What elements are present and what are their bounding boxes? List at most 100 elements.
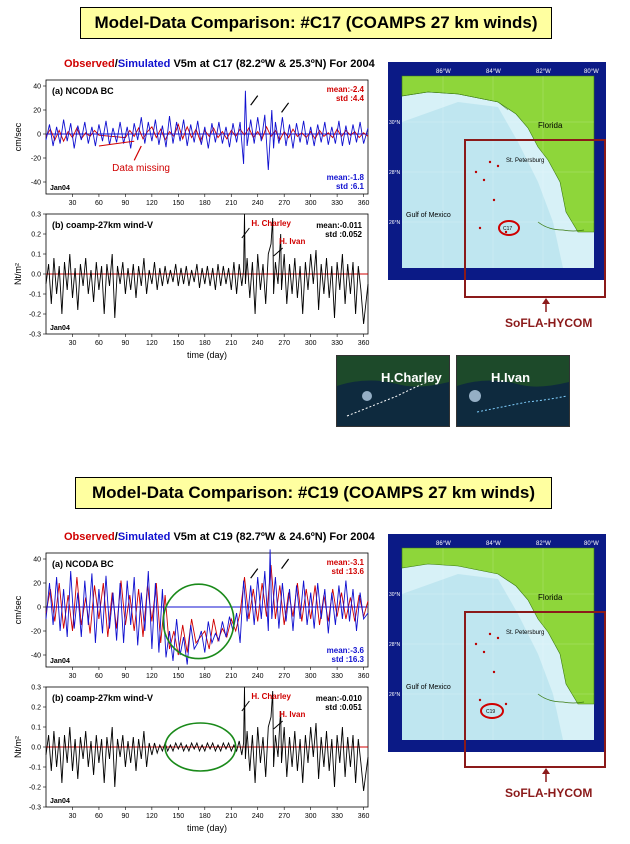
map-lat-30: 30°N (389, 592, 401, 598)
x-tick-label: 360 (358, 200, 370, 206)
panel-label: (a) NCODA BC (52, 86, 114, 96)
header-station-info: V5m at C17 (82.2ºW & 25.3ºN) For 2004 (173, 58, 375, 70)
x-tick-label: 360 (358, 813, 370, 820)
station-highlight-circle (498, 220, 520, 236)
x-axis-label: time (day) (187, 350, 227, 360)
annotation-charley: H. Charley (251, 219, 291, 228)
y-tick-label: 0.2 (31, 232, 41, 239)
data-missing-line (98, 140, 135, 147)
x-tick-label: 30 (69, 673, 77, 679)
x-tick-label: 330 (331, 673, 343, 679)
map-lon-82: 82°W (536, 541, 551, 547)
y-axis-label: cm/sec (13, 122, 23, 151)
x-tick-label: 270 (278, 200, 290, 206)
plot-frame (45, 552, 369, 668)
map-lat-30: 30°N (389, 120, 401, 126)
c17-hycom-label: SoFLA-HYCOM (505, 316, 593, 330)
stat-obs-std: std :4.4 (336, 94, 365, 103)
stat-mean: mean:-0.010 (316, 694, 363, 703)
map-lat-28: 28°N (389, 170, 401, 176)
stat-std: std :0.051 (325, 703, 362, 712)
y-tick-label: 40 (33, 557, 41, 564)
stat-std: std :0.052 (325, 230, 362, 239)
x-tick-label: 150 (172, 673, 184, 679)
x-tick-label: 60 (95, 200, 103, 206)
y-tick-label: -0.2 (29, 785, 41, 792)
x-tick-label: 150 (172, 813, 184, 820)
stat-obs-std: std :13.6 (332, 567, 365, 576)
y-tick-label: 0 (37, 132, 41, 139)
green-highlight-ellipse (164, 722, 237, 772)
x-tick-label: 300 (305, 813, 317, 820)
stat-sim-std: std :16.3 (332, 655, 365, 664)
x-tick-label: 360 (358, 673, 370, 679)
stat-sim-mean: mean:-3.6 (327, 646, 365, 655)
x-tick-label: 30 (69, 200, 77, 206)
arrow-ivan (273, 247, 283, 257)
x-tick-label: 240 (252, 200, 264, 206)
x-tick-label: 90 (121, 673, 129, 679)
y-axis-label: Nt/m² (13, 263, 23, 285)
x-tick-label: 90 (121, 200, 129, 206)
hurricane-charley-label: H.Charley (381, 370, 442, 385)
corner-label: Jan04 (50, 658, 70, 665)
map-lon-84: 84°W (486, 69, 501, 75)
y-tick-label: 0.1 (31, 725, 41, 732)
event-arrow-1 (250, 95, 259, 106)
y-tick-label: -0.2 (29, 312, 41, 319)
corner-label: Jan04 (50, 185, 70, 192)
observed-label: Observed (64, 531, 115, 543)
x-tick-label: 210 (225, 673, 237, 679)
x-axis-label: time (day) (187, 823, 227, 833)
c19-hycom-box (464, 611, 606, 768)
y-tick-label: 0.3 (31, 685, 41, 692)
series-line-observed (45, 122, 369, 143)
map-lat-26: 26°N (389, 692, 401, 698)
x-tick-label: 240 (252, 813, 264, 820)
x-tick-label: 300 (305, 340, 317, 347)
hurricane-ivan-image: H.Ivan (456, 355, 570, 427)
y-tick-label: 40 (33, 84, 41, 91)
x-tick-label: 60 (95, 673, 103, 679)
x-tick-label: 270 (278, 813, 290, 820)
map-florida-label: Florida (538, 593, 563, 602)
c17-ncoda-chart: 40 20 0 -20 -40 30 60 90 120 150 180 210 240 270 300 33… (13, 79, 370, 206)
y-tick-label: 20 (33, 581, 41, 588)
arrow-charley (241, 700, 250, 712)
y-tick-label: -0.3 (29, 332, 41, 339)
map-lon-86: 86°W (436, 541, 451, 547)
series-line-windv (45, 213, 369, 325)
y-tick-label: 0.0 (31, 745, 41, 752)
x-tick-label: 60 (95, 340, 103, 347)
c19-hycom-label: SoFLA-HYCOM (505, 786, 593, 800)
x-tick-label: 150 (172, 340, 184, 347)
x-tick-label: 180 (199, 200, 211, 206)
x-tick-label: 330 (331, 813, 343, 820)
y-tick-label: 0 (37, 605, 41, 612)
section2-chart-header: Observed/Simulated V5m at C19 (82.7ºW & … (64, 531, 375, 543)
data-missing-arrow (133, 145, 142, 161)
section1-title: Model-Data Comparison: #C17 (COAMPS 27 k… (80, 7, 552, 39)
stat-obs-mean: mean:-3.1 (327, 558, 365, 567)
y-tick-label: 0.3 (31, 212, 41, 219)
x-tick-label: 180 (199, 673, 211, 679)
y-tick-label: -0.3 (29, 805, 41, 812)
event-arrow-1 (250, 568, 259, 579)
y-axis-label: cm/sec (13, 595, 23, 624)
y-tick-label: 0.1 (31, 252, 41, 259)
y-tick-label: 20 (33, 108, 41, 115)
y-tick-label: -40 (31, 653, 41, 660)
c19-map: 86°W 84°W 82°W 80°W 30°N 28°N 26°N Flori… (388, 534, 606, 752)
series-line-simulated (45, 90, 369, 171)
x-tick-label: 30 (69, 340, 77, 347)
header-sep: / (114, 531, 118, 543)
map-florida-label: Florida (538, 121, 563, 130)
x-tick-label: 330 (331, 200, 343, 206)
series-line-windv (45, 686, 369, 792)
hurricane-charley-image: H.Charley (336, 355, 450, 427)
c19-ncoda-chart: 40 20 0 -20 -40 30 60 90 120 150 180 210 240 270 300 33… (13, 549, 370, 679)
arrow-charley (241, 227, 250, 239)
map-gulf-label: Gulf of Mexico (406, 684, 451, 691)
c19-hycom-arrow (542, 768, 550, 782)
y-tick-label: -40 (31, 180, 41, 187)
